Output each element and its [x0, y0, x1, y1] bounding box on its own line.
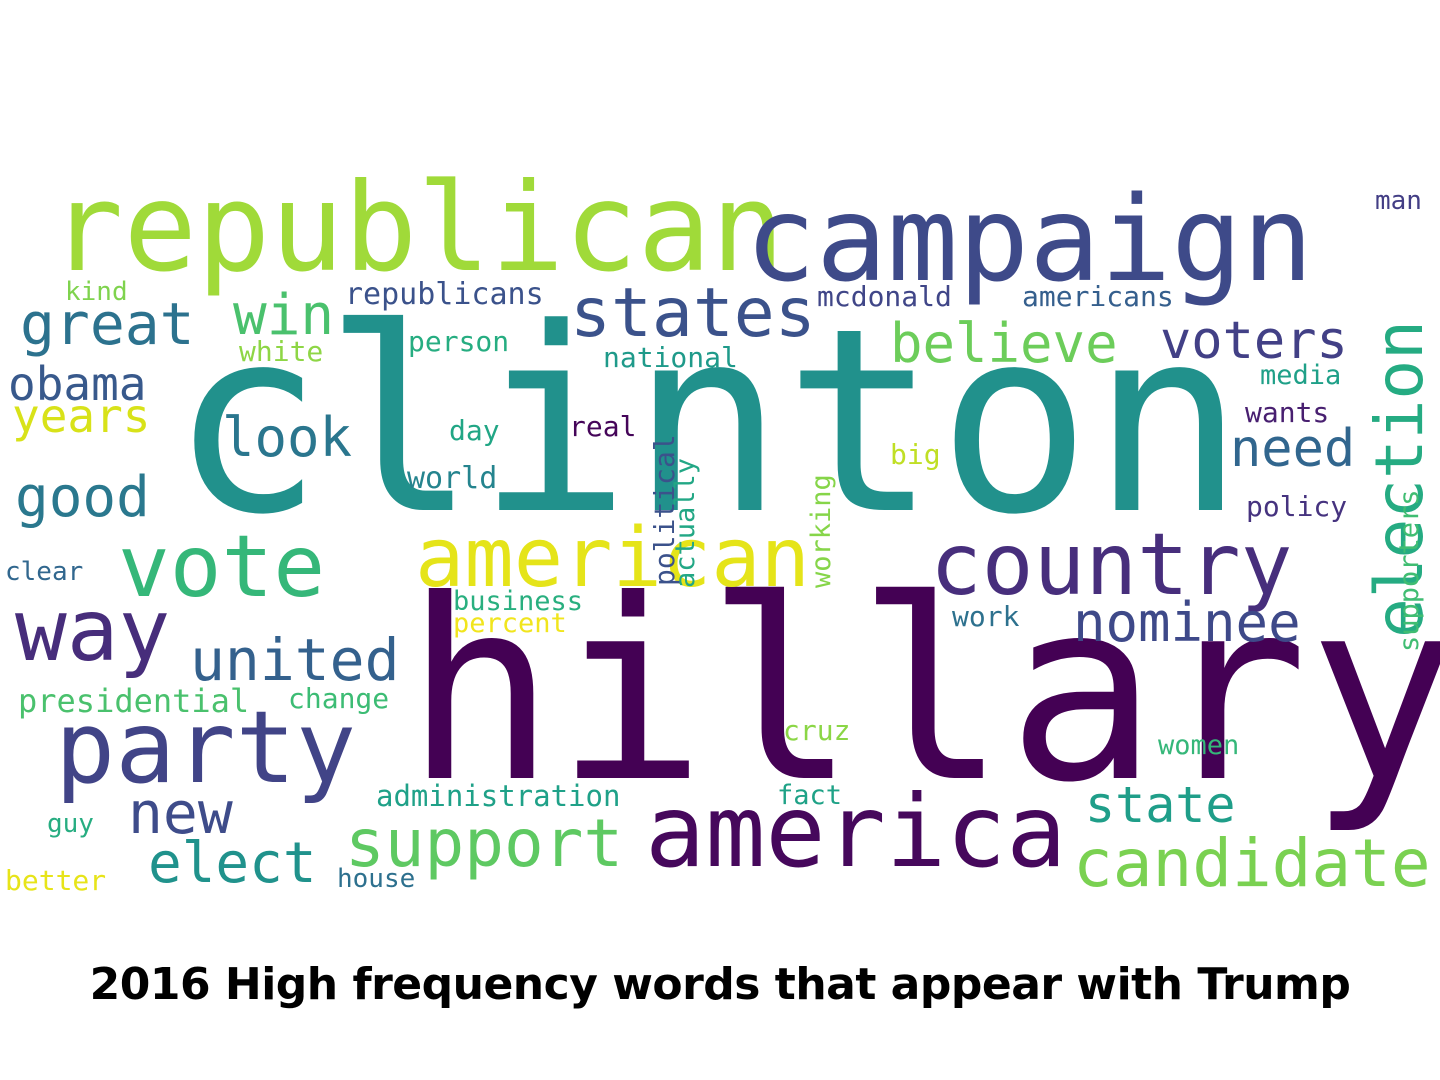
word-white: white	[239, 335, 323, 368]
word-win: win	[233, 283, 334, 348]
word-real: real	[569, 410, 636, 443]
word-campaign: campaign	[745, 170, 1313, 308]
word-percent: percent	[453, 608, 567, 639]
word-fact: fact	[777, 780, 842, 811]
word-years: years	[12, 389, 150, 443]
word-change: change	[288, 682, 389, 715]
word-candidate: candidate	[1073, 825, 1431, 902]
word-day: day	[449, 414, 500, 447]
word-party: party	[55, 689, 356, 806]
word-national: national	[603, 341, 738, 374]
word-better: better	[5, 864, 106, 897]
word-supporters: supporters	[1394, 489, 1425, 652]
word-kind: kind	[65, 277, 128, 307]
word-look: look	[222, 406, 352, 469]
word-business: business	[453, 586, 583, 617]
word-new: new	[128, 779, 233, 847]
word-cloud: clintonhillaryrepublicancampaignamericac…	[5, 157, 1440, 902]
word-republican: republican	[50, 157, 785, 299]
word-country: country	[930, 515, 1292, 615]
word-believe: believe	[890, 312, 1118, 375]
word-presidential: presidential	[18, 682, 249, 720]
word-administration: administration	[376, 779, 620, 813]
word-hillary: hillary	[405, 546, 1440, 837]
word-american: american	[415, 511, 810, 606]
word-vote: vote	[118, 517, 325, 617]
word-clinton: clinton	[170, 274, 1245, 571]
word-cruz: cruz	[783, 714, 850, 747]
word-actually: actually	[670, 458, 701, 588]
word-policy: policy	[1246, 490, 1347, 523]
word-clear: clear	[5, 557, 83, 587]
word-republicans: republicans	[345, 277, 544, 312]
word-political: political	[648, 434, 681, 586]
word-way: way	[15, 581, 170, 681]
word-obama: obama	[8, 357, 146, 411]
word-voters: voters	[1160, 311, 1348, 371]
word-good: good	[15, 465, 150, 530]
word-america: america	[645, 773, 1066, 890]
word-world: world	[407, 461, 497, 496]
word-great: great	[20, 290, 195, 358]
word-state: state	[1085, 776, 1236, 834]
word-work: work	[952, 600, 1020, 633]
word-house: house	[337, 864, 415, 894]
word-person: person	[408, 325, 509, 358]
word-mcdonald: mcdonald	[817, 280, 952, 313]
word-women: women	[1158, 730, 1239, 761]
word-americans: americans	[1022, 280, 1174, 313]
word-working: working	[806, 474, 837, 588]
word-media: media	[1260, 360, 1341, 391]
word-election: election	[1361, 320, 1438, 638]
word-united: united	[190, 626, 400, 694]
word-guy: guy	[47, 809, 94, 839]
word-need: need	[1230, 419, 1355, 479]
word-support: support	[345, 805, 623, 882]
word-nominee: nominee	[1073, 591, 1301, 654]
figure-caption: 2016 High frequency words that appear wi…	[89, 959, 1351, 1010]
word-states: states	[570, 274, 816, 353]
word-man: man	[1375, 186, 1422, 216]
word-big: big	[890, 438, 941, 471]
word-wants: wants	[1245, 396, 1329, 429]
word-elect: elect	[148, 831, 317, 896]
